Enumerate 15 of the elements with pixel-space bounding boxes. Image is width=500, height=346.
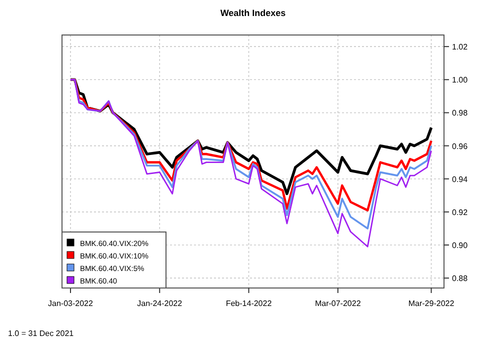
y-tick-label: 1.02 bbox=[452, 42, 468, 52]
y-tick-label: 0.98 bbox=[452, 108, 468, 118]
x-tick-label: Jan-24-2022 bbox=[137, 299, 183, 308]
chart-title: Wealth Indexes bbox=[220, 8, 286, 18]
y-tick-label: 0.96 bbox=[452, 142, 468, 151]
text: 1.0 = 31 Dec 2021 bbox=[8, 329, 74, 338]
x-tick-label: Mar-07-2022 bbox=[314, 299, 362, 308]
x-tick-label: Feb-14-2022 bbox=[226, 299, 272, 308]
x-tick-label: Jan-03-2022 bbox=[48, 299, 94, 308]
y-tick-label: 0.94 bbox=[452, 174, 468, 184]
x-tick-label: Mar-29-2022 bbox=[408, 299, 455, 308]
y-tick-label: 0.92 bbox=[452, 208, 468, 217]
y-tick-label: 0.90 bbox=[452, 241, 468, 250]
y-tick-label: 1.00 bbox=[452, 76, 468, 85]
y-tick-label: 0.88 bbox=[452, 274, 468, 284]
